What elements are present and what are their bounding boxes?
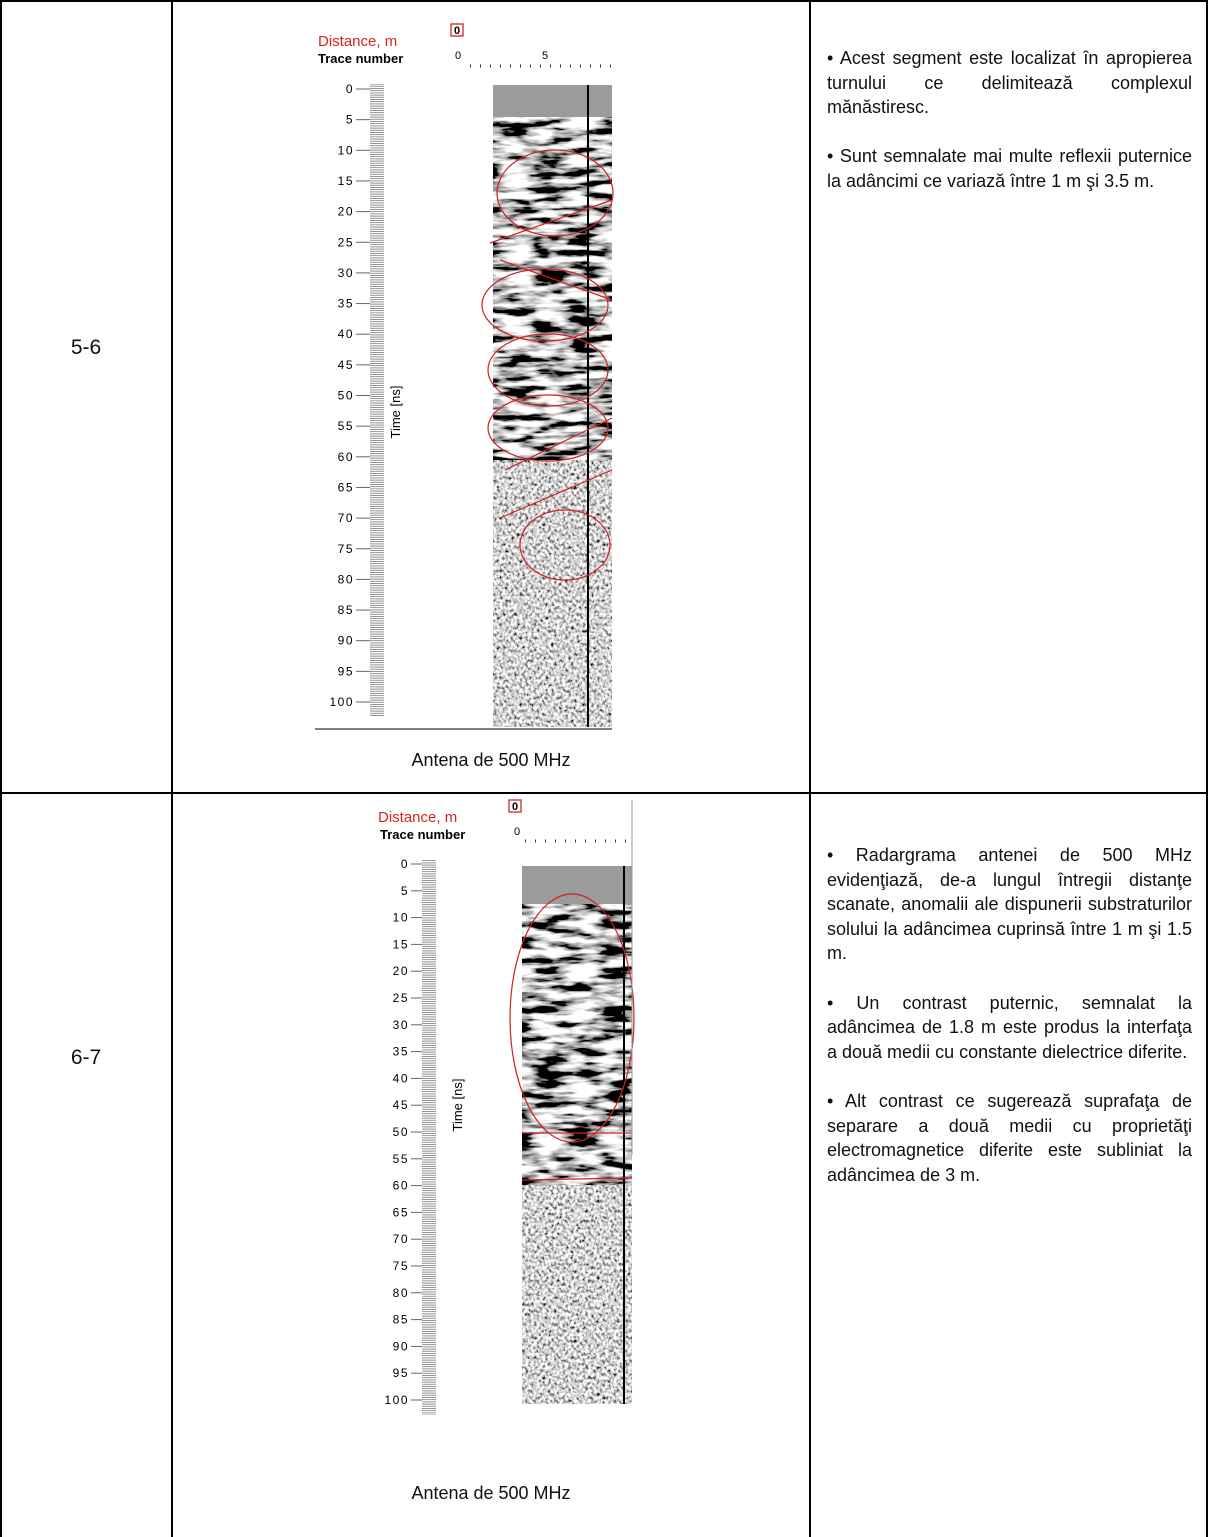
anomaly [519, 509, 611, 581]
interface [504, 417, 613, 471]
anomaly [487, 394, 609, 462]
segment: 5-6 [70, 336, 102, 359]
caption: Antena de 500 MHz [411, 750, 571, 770]
time-tick: 70 [393, 1232, 409, 1246]
trace-tick: 0 [455, 50, 461, 62]
border [0, 0, 1208, 2]
distance-tick: 0 [512, 801, 518, 813]
time-tick: 55 [393, 1152, 409, 1166]
caption: Antena de 500 MHz [411, 1483, 571, 1503]
time-tick: 35 [393, 1045, 409, 1059]
time-tick: 0 [346, 82, 354, 96]
time-tick: 80 [338, 572, 354, 586]
radargram-stripes [522, 904, 632, 1185]
time-tick: 60 [393, 1179, 409, 1193]
time-tick: 65 [393, 1205, 409, 1219]
anomaly [481, 268, 609, 342]
time-tick: 55 [338, 419, 354, 433]
interface [489, 199, 613, 244]
time-tick: 95 [393, 1366, 409, 1380]
time-tick: 15 [393, 937, 409, 951]
time-tick: 65 [338, 480, 354, 494]
interface [521, 1177, 633, 1181]
time-tick: 100 [384, 1393, 409, 1407]
time-tick: 20 [338, 205, 354, 219]
time-tick: 40 [393, 1071, 409, 1085]
radargram-stripes [493, 117, 612, 460]
time-tick: 60 [338, 450, 354, 464]
time-tick: 85 [393, 1313, 409, 1327]
time-tick: 90 [393, 1339, 409, 1353]
time-tick: 90 [338, 634, 354, 648]
trace-label: Trace number [318, 51, 403, 66]
interface [499, 469, 613, 519]
time-tick: 50 [393, 1125, 409, 1139]
trace-label: Trace number [380, 827, 465, 842]
time-tick: 75 [393, 1259, 409, 1273]
notes: • Acest segment este localizat în apropi… [827, 46, 1192, 218]
time-tick: 95 [338, 664, 354, 678]
anomaly [487, 333, 609, 407]
time-tick: 10 [393, 911, 409, 925]
time-tick: 20 [393, 964, 409, 978]
time-tick: 35 [338, 297, 354, 311]
time-tick: 80 [393, 1286, 409, 1300]
border [0, 792, 1208, 794]
radargram-air [522, 866, 632, 904]
time-tick: 75 [338, 542, 354, 556]
segment: 6-7 [70, 1046, 102, 1069]
time-tick: 25 [393, 991, 409, 1005]
time-tick: 70 [338, 511, 354, 525]
anomaly [509, 893, 635, 1143]
ruler [422, 859, 436, 1415]
border [0, 0, 2, 1537]
time-tick: 85 [338, 603, 354, 617]
time-tick: 30 [338, 266, 354, 280]
trace-tick: 0 [514, 826, 520, 838]
time-tick: 30 [393, 1018, 409, 1032]
time-tick: 5 [346, 113, 354, 127]
time-tick: 15 [338, 174, 354, 188]
anomaly [496, 149, 614, 237]
border [171, 0, 173, 1537]
time-tick: 45 [338, 358, 354, 372]
border [809, 0, 811, 1537]
trace-tick: 5 [542, 50, 548, 62]
interface [499, 259, 613, 301]
time-tick: 5 [401, 884, 409, 898]
time-tick: 40 [338, 327, 354, 341]
note: • Acest segment este localizat în apropi… [827, 48, 1192, 118]
note: • Un contrast puternic, semnalat la adân… [827, 992, 1192, 1062]
time-label: Time [ns] [388, 386, 403, 439]
time-tick: 45 [393, 1098, 409, 1112]
note: • Sunt semnalate mai multe reflexii pute… [827, 146, 1192, 191]
distance-label: Distance, m [318, 33, 397, 50]
distance-label: Distance, m [378, 809, 457, 826]
border [1206, 0, 1208, 1537]
radargram-air [493, 85, 612, 117]
ruler [370, 84, 384, 717]
time-tick: 100 [329, 695, 354, 709]
time-tick: 10 [338, 143, 354, 157]
note: • Radargrama antenei de 500 MHz evidenţi… [827, 845, 1192, 964]
distance-box [508, 799, 522, 813]
notes: • Radargrama antenei de 500 MHz evidenţi… [827, 843, 1192, 1212]
distance-tick: 0 [454, 25, 460, 37]
distance-box [450, 23, 464, 37]
note: • Alt contrast ce sugerează suprafaţa de… [827, 1090, 1192, 1185]
time-tick: 0 [401, 857, 409, 871]
time-tick: 50 [338, 389, 354, 403]
time-tick: 25 [338, 235, 354, 249]
time-label: Time [ns] [450, 1079, 465, 1132]
